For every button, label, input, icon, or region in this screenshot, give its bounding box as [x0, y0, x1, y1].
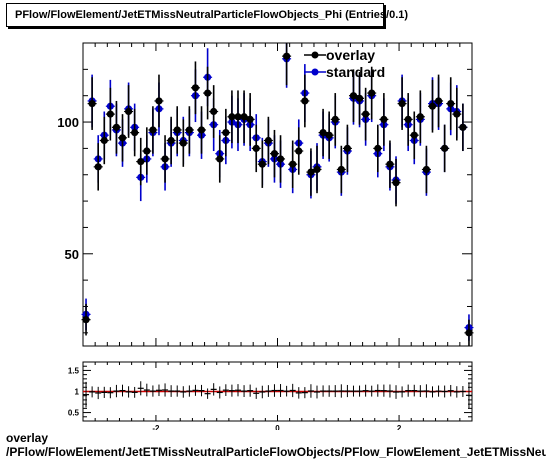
overlay-point	[216, 155, 224, 163]
overlay-point	[234, 113, 242, 121]
overlay-point	[392, 179, 400, 187]
overlay-point	[246, 115, 254, 124]
overlay-point	[362, 110, 370, 118]
overlay-point	[240, 113, 248, 121]
overlay-point	[82, 316, 90, 324]
ratio-x-tick-label: 0	[275, 424, 280, 430]
overlay-point	[428, 102, 437, 110]
overlay-point	[380, 115, 388, 124]
overlay-point	[434, 97, 443, 105]
footer-line-1: overlay	[6, 431, 49, 445]
legend-standard-label: standard	[326, 64, 385, 80]
overlay-point	[167, 136, 175, 145]
overlay-point	[258, 160, 266, 168]
overlay-point	[441, 144, 449, 152]
overlay-point	[410, 131, 418, 139]
overlay-point	[374, 144, 382, 152]
footer-line-2: /PFlow/FlowElement/JetETMissNeutralParti…	[6, 445, 546, 459]
overlay-point	[210, 107, 218, 116]
overlay-point	[173, 126, 181, 134]
overlay-point	[124, 107, 133, 116]
footer-path: overlay /PFlow/FlowElement/JetETMissNeut…	[6, 431, 546, 459]
overlay-point	[228, 113, 236, 121]
legend-overlay-label: overlay	[326, 47, 375, 63]
overlay-point	[301, 97, 309, 105]
overlay-point	[161, 155, 169, 163]
main-y-tick-label: 100	[57, 115, 79, 130]
legend: overlay standard	[304, 47, 385, 80]
main-y-tick-labels: 50 100	[57, 115, 79, 262]
main-y-tick-label: 50	[65, 247, 79, 262]
overlay-point	[447, 100, 455, 108]
overlay-point	[197, 126, 206, 134]
overlay-point	[453, 110, 461, 118]
overlay-point	[398, 100, 406, 108]
ratio-tick-labels: 0.5 1 1.5 -2 0 2	[68, 366, 402, 430]
overlay-point	[325, 131, 333, 139]
overlay-point	[155, 97, 163, 105]
ratio-y-tick-label: 0.5	[68, 409, 80, 418]
overlay-point	[222, 128, 230, 137]
overlay-point	[355, 94, 364, 102]
ratio-y-tick-label: 1	[75, 388, 80, 397]
overlay-point	[106, 110, 114, 118]
overlay-point	[137, 157, 145, 166]
overlay-point	[331, 115, 339, 124]
main-axis-ticks	[83, 42, 472, 346]
overlay-point	[204, 89, 212, 97]
chart-canvas: 50 100 overlay standard 0.5 1 1.5 -2 0 2	[57, 42, 474, 430]
overlay-point	[307, 168, 315, 176]
overlay-point	[179, 139, 187, 147]
overlay-point	[149, 126, 157, 134]
overlay-point	[416, 113, 424, 121]
overlay-point	[118, 134, 127, 142]
overlay-point	[283, 52, 291, 60]
legend-overlay-marker	[311, 51, 319, 59]
overlay-point	[459, 123, 467, 131]
ratio-data-points	[83, 381, 472, 409]
overlay-point	[422, 165, 431, 174]
ratio-y-tick-label: 1.5	[68, 366, 80, 375]
overlay-point	[270, 150, 279, 158]
overlay-point	[465, 329, 473, 337]
overlay-point	[295, 147, 303, 155]
overlay-point	[343, 144, 351, 152]
overlay-point	[386, 160, 394, 168]
overlay-point	[88, 100, 96, 108]
main-plot-panel: 50 100 overlay standard	[57, 42, 474, 347]
chart-title: PFlow/FlowElement/JetETMissNeutralPartic…	[6, 3, 408, 27]
overlay-point	[313, 165, 321, 174]
overlay-point	[100, 136, 108, 145]
overlay-point	[112, 123, 121, 131]
legend-standard-marker	[311, 68, 319, 76]
overlay-point	[289, 160, 297, 168]
overlay-point	[143, 147, 151, 155]
main-data-points	[81, 43, 474, 346]
overlay-point	[337, 165, 345, 174]
overlay-point	[131, 128, 139, 137]
overlay-point	[319, 128, 327, 137]
ratio-x-tick-label: -2	[152, 424, 160, 430]
overlay-point	[276, 155, 285, 163]
overlay-point	[368, 89, 376, 97]
overlay-point	[404, 115, 412, 124]
overlay-point	[349, 92, 358, 100]
overlay-point	[264, 136, 272, 145]
ratio-plot-panel: 0.5 1 1.5 -2 0 2	[68, 361, 473, 430]
overlay-point	[94, 163, 102, 171]
overlay-point	[252, 144, 260, 152]
overlay-point	[185, 126, 193, 134]
overlay-point	[191, 84, 200, 92]
ratio-x-tick-label: 2	[397, 424, 402, 430]
